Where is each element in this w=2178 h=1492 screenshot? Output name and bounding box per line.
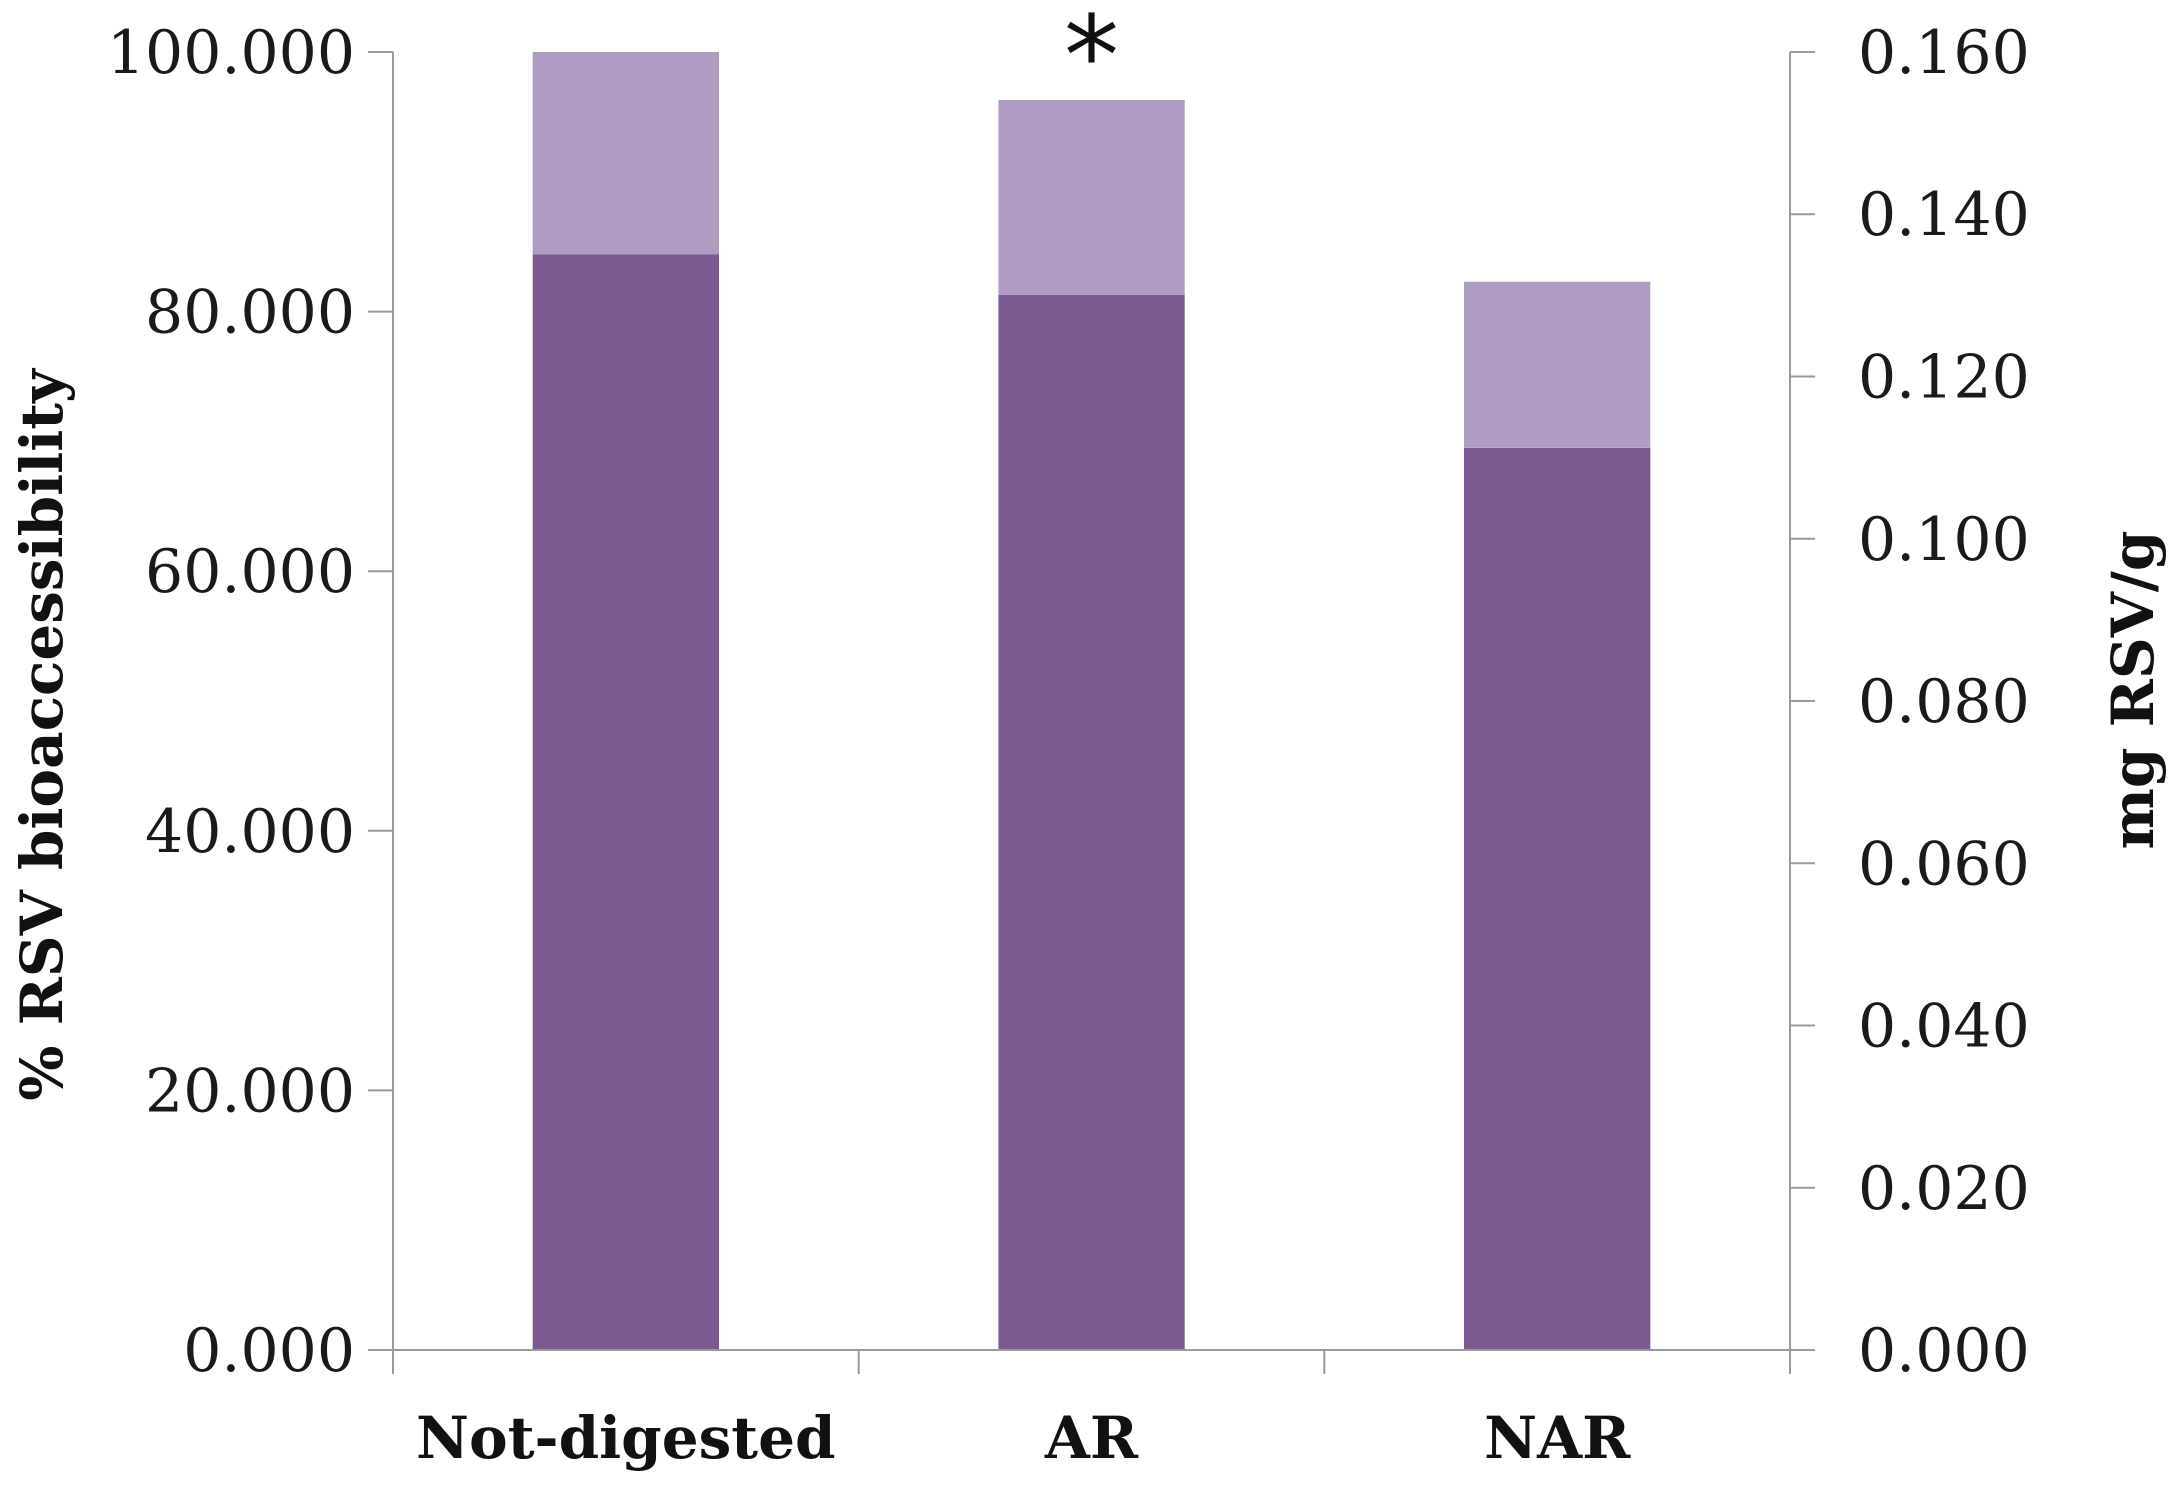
bar-ar-segment-1	[998, 294, 1185, 1351]
y-tick-label-left: 20.000	[145, 1056, 355, 1126]
bar-not-digested-segment-2	[532, 52, 719, 255]
y-tick-label-left: 100.000	[107, 18, 355, 88]
y-tick-label-right: 0.060	[1858, 829, 2030, 899]
bar-not-digested-segment-1	[532, 254, 719, 1350]
annotation-significance: *	[1064, 0, 1119, 120]
bar-nar-segment-1	[1464, 447, 1651, 1350]
y-tick-label-left: 60.000	[145, 537, 355, 607]
bar-nar-segment-2	[1464, 281, 1651, 448]
y-tick-label-right: 0.100	[1858, 505, 2030, 575]
y-tick-label-right: 0.080	[1858, 667, 2030, 737]
y-tick-label-left: 80.000	[145, 278, 355, 348]
y-tick-label-left: 0.000	[183, 1316, 355, 1386]
y-tick-label-left: 40.000	[145, 797, 355, 867]
y-tick-label-right: 0.020	[1858, 1154, 2030, 1224]
y-tick-label-right: 0.140	[1858, 180, 2030, 250]
y-axis-title-right: mg RSV/g	[2099, 531, 2167, 850]
bar-ar-segment-2	[998, 100, 1185, 295]
y-tick-label-right: 0.120	[1858, 343, 2030, 413]
y-tick-label-right: 0.000	[1858, 1316, 2030, 1386]
x-tick-label-nar: NAR	[1484, 1404, 1631, 1472]
y-axis-title-left: % RSV bioaccessibility	[8, 367, 76, 1101]
labels-group: Not-digested AR NAR * 0.000 20.000 40.000 60.00…	[107, 0, 2030, 1472]
y-tick-label-right: 0.040	[1858, 992, 2030, 1062]
bars-group	[532, 52, 1651, 1351]
x-tick-label-ar: AR	[1044, 1404, 1139, 1472]
y-tick-label-right: 0.160	[1858, 18, 2030, 88]
x-tick-label-not-digested: Not-digested	[416, 1404, 836, 1472]
axes-group	[368, 51, 1815, 1374]
